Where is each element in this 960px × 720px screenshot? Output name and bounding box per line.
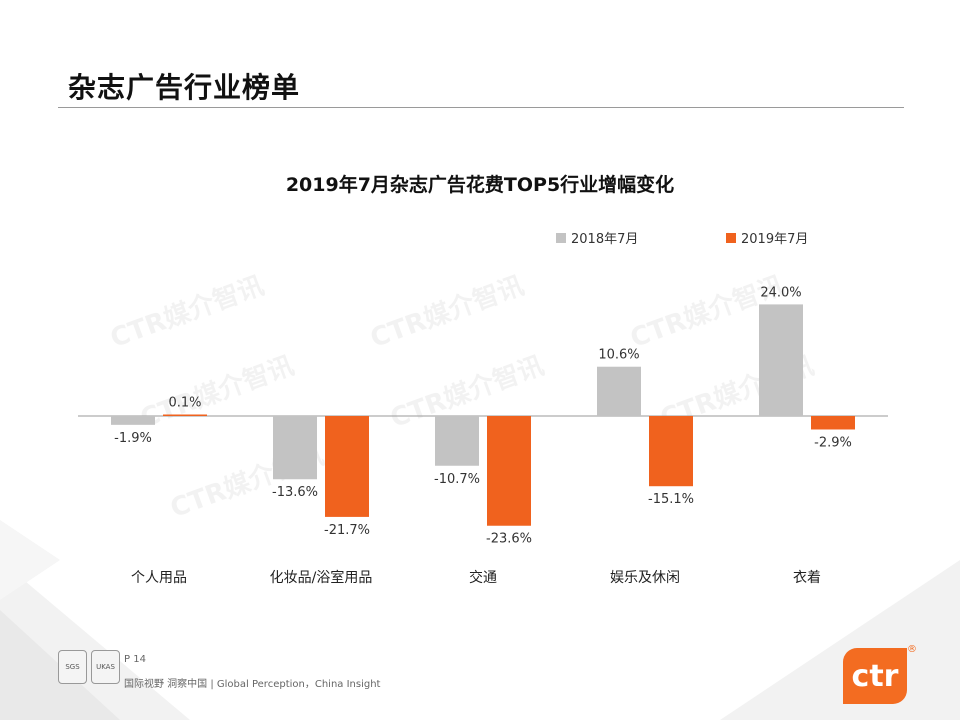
data-label: -15.1%	[648, 492, 694, 507]
bar-2018	[273, 416, 317, 480]
bar-2018	[435, 416, 479, 466]
data-label: 10.6%	[598, 348, 639, 363]
bar-2019	[163, 414, 207, 416]
page-number: P 14	[124, 654, 146, 665]
footer-slogan: 国际视野 洞察中国 | Global Perception，China Insi…	[124, 679, 381, 690]
certification-logos: SGS UKAS	[58, 650, 120, 686]
category-label: 个人用品	[131, 570, 187, 586]
bar-2018	[111, 416, 155, 425]
bar-2018	[597, 366, 641, 416]
category-label: 交通	[469, 569, 497, 586]
legend-swatch	[726, 233, 736, 243]
registered-mark: ®	[907, 644, 917, 655]
chart-title: 2019年7月杂志广告花费TOP5行业增幅变化	[285, 174, 675, 196]
data-label: 24.0%	[760, 285, 801, 300]
legend-label: 2019年7月	[741, 232, 808, 247]
category-label: 衣着	[793, 570, 821, 586]
data-label: -1.9%	[114, 431, 152, 446]
legend-swatch	[556, 233, 566, 243]
data-label: -10.7%	[434, 472, 480, 487]
category-label: 化妆品/浴室用品	[270, 569, 373, 586]
data-label: -2.9%	[814, 435, 852, 450]
bar-2019	[811, 416, 855, 430]
sgs-cert-logo: SGS	[58, 650, 87, 684]
data-label: 0.1%	[168, 396, 201, 411]
page-title: 杂志广告行业榜单	[68, 71, 301, 104]
bar-2018	[759, 304, 803, 416]
data-label: -23.6%	[486, 532, 532, 547]
ukas-cert-logo: UKAS	[91, 650, 120, 684]
watermark-text: CTR媒介智讯	[367, 271, 528, 354]
bar-2019	[325, 416, 369, 517]
bar-2019	[649, 416, 693, 487]
ctr-logo: ctr	[843, 648, 907, 704]
data-label: -13.6%	[272, 485, 318, 500]
title-divider	[58, 107, 904, 108]
legend-label: 2018年7月	[571, 232, 638, 247]
category-label: 娱乐及休闲	[610, 570, 680, 586]
data-label: -21.7%	[324, 523, 370, 538]
watermark-text: CTR媒介智讯	[107, 271, 268, 354]
bar-2019	[487, 416, 531, 526]
